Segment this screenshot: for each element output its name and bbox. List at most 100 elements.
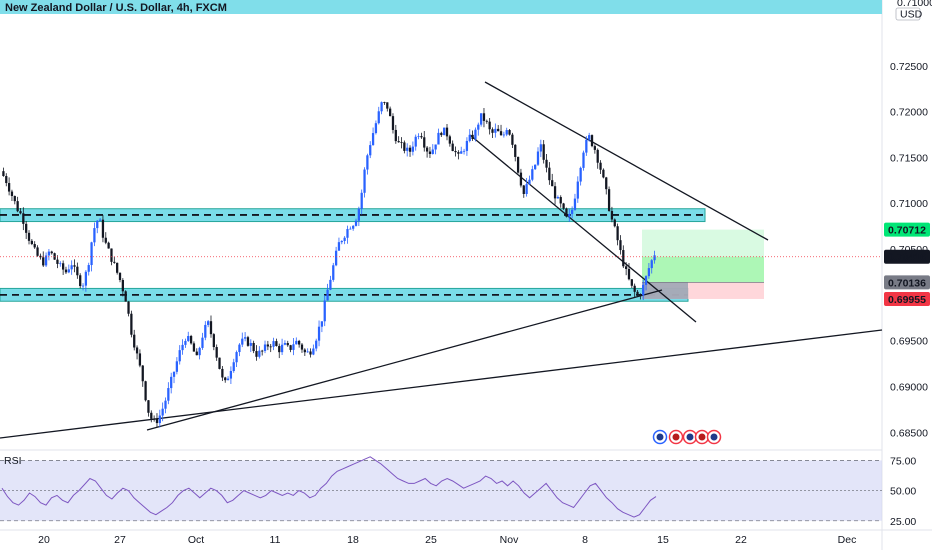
price-tick-label: 0.69000	[890, 381, 928, 393]
candle-body	[434, 144, 437, 150]
candle-body	[76, 266, 79, 276]
price-tick-label: 0.71000	[890, 198, 928, 210]
candle-body	[539, 144, 542, 152]
candle-body	[218, 357, 221, 369]
candle-body	[369, 145, 372, 156]
candle-body	[286, 343, 289, 346]
candle-body	[181, 344, 184, 351]
time-tick-label: 20	[38, 534, 50, 546]
trend-lines[interactable]	[0, 81, 883, 439]
candle-body	[349, 228, 352, 230]
candle-body	[377, 111, 380, 124]
candle-body	[44, 255, 48, 266]
candle-body	[189, 336, 193, 344]
candle-body	[243, 337, 247, 339]
candle-body	[425, 147, 429, 152]
candle-body	[39, 255, 42, 258]
candle-body	[263, 344, 267, 351]
channel-upper-line	[484, 81, 769, 241]
price-tags: 0.70712 0.70416 0.70136 0.69955	[884, 222, 930, 306]
candle-body	[548, 167, 551, 181]
candle-body	[451, 143, 454, 152]
candle-body	[124, 291, 127, 302]
price-axis[interactable]: 0.725000.720000.715000.710000.705000.695…	[890, 61, 928, 439]
candle-body	[536, 151, 540, 165]
candle-body	[27, 232, 31, 241]
stop-price-tag: 0.69955	[888, 294, 926, 306]
candle-body	[445, 127, 449, 137]
candle-body	[195, 351, 198, 356]
chart-title: New Zealand Dollar / U.S. Dollar, 4h, FX…	[5, 2, 227, 14]
candle-body	[161, 408, 164, 416]
time-axis[interactable]: 20 27 Oct 11 18 25 Nov 8 15 22 Dec	[38, 534, 856, 546]
candle-body	[178, 350, 181, 362]
candle-body	[152, 418, 156, 420]
candle-body	[84, 271, 88, 286]
candle-body	[59, 263, 62, 265]
candle-body	[454, 151, 457, 153]
candle-body	[639, 295, 642, 297]
candle-body	[298, 340, 301, 345]
candle-body	[81, 285, 85, 287]
candle-body	[98, 219, 102, 221]
candle-body	[582, 152, 585, 168]
candle-body	[64, 269, 68, 273]
candle-body	[622, 250, 625, 267]
candle-body	[30, 240, 33, 245]
candle-body	[209, 321, 213, 335]
candle-body	[346, 229, 349, 238]
stop-price-tag-bg	[884, 291, 930, 306]
candle-body	[602, 169, 605, 178]
zone-band-2	[0, 287, 689, 302]
candle-body	[110, 248, 113, 262]
candle-body	[164, 400, 167, 409]
candle-body	[579, 167, 582, 182]
candle-body	[440, 132, 443, 136]
candle-body	[386, 102, 389, 109]
candle-body	[457, 152, 460, 154]
candle-body	[502, 134, 506, 136]
candle-body	[633, 285, 636, 292]
rsi-tick-label: 50.00	[890, 486, 916, 498]
rsi-indicator-label[interactable]: RSI	[4, 455, 22, 467]
candle-body	[280, 344, 284, 353]
candle-body	[10, 191, 14, 196]
candle-body	[343, 237, 346, 241]
candle-body	[107, 242, 110, 249]
candle-body	[482, 113, 486, 121]
candle-body	[491, 129, 494, 133]
profit-zone-filled	[642, 256, 764, 283]
currency-label: USD	[900, 9, 923, 21]
candle-body	[323, 300, 326, 322]
candle-body	[2, 171, 5, 177]
profit-zone-upper	[642, 229, 764, 257]
candle-body	[607, 189, 611, 211]
candle-body	[229, 371, 233, 379]
candle-body	[562, 203, 565, 209]
candle-body	[397, 141, 400, 143]
time-tick-label: Nov	[500, 534, 519, 546]
position-tool[interactable]	[642, 229, 764, 299]
candle-body	[553, 186, 557, 199]
rsi-line	[1, 456, 657, 518]
economic-events[interactable]	[652, 429, 722, 445]
candle-body	[511, 134, 514, 145]
candle-body	[644, 276, 648, 285]
candle-body	[212, 334, 215, 348]
candle-body	[590, 135, 594, 147]
rsi-axis[interactable]: 75.00 50.00 25.00	[890, 455, 916, 527]
candle-body	[303, 349, 306, 353]
candle-body	[292, 344, 295, 350]
target-price-tag: 0.70712	[888, 225, 926, 237]
candle-body	[150, 412, 153, 419]
price-tick-label: 0.72500	[890, 61, 928, 73]
candle-body	[175, 361, 179, 372]
candle-body	[613, 219, 616, 227]
entry-price-tag-bg	[884, 275, 930, 290]
candle-body	[371, 133, 375, 146]
candle-body	[519, 172, 523, 186]
candle-body	[630, 279, 633, 286]
time-tick-label: 25	[425, 534, 437, 546]
candle-body	[428, 151, 432, 154]
